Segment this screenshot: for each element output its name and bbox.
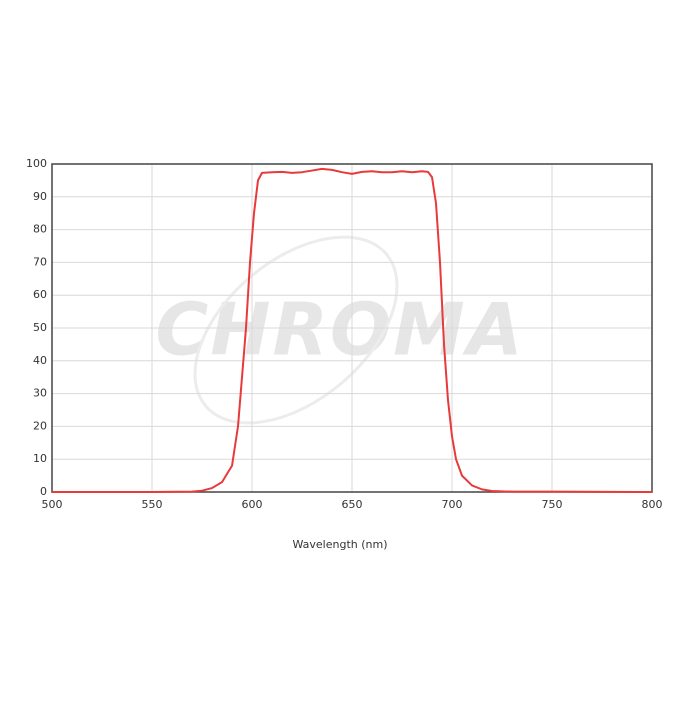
y-tick-label: 30 — [33, 387, 47, 400]
watermark: CHROMA — [155, 288, 524, 372]
x-axis-label: Wavelength (nm) — [292, 538, 387, 551]
x-tick-label: 650 — [342, 498, 363, 511]
x-tick-label: 500 — [42, 498, 63, 511]
y-tick-label: 50 — [33, 321, 47, 334]
y-tick-label: 20 — [33, 419, 47, 432]
y-tick-label: 40 — [33, 354, 47, 367]
x-tick-label: 750 — [542, 498, 563, 511]
y-tick-label: 70 — [33, 255, 47, 268]
x-tick-label: 600 — [242, 498, 263, 511]
data-line — [52, 167, 653, 493]
watermark-swoosh — [193, 235, 399, 425]
plot-frame — [51, 163, 653, 493]
y-tick-label: 0 — [40, 485, 47, 498]
x-tick-label: 800 — [642, 498, 663, 511]
y-tick-label: 90 — [33, 190, 47, 203]
x-tick-label: 550 — [142, 498, 163, 511]
y-tick-label: 100 — [26, 157, 47, 170]
y-tick-label: 10 — [33, 452, 47, 465]
x-tick-label: 700 — [442, 498, 463, 511]
y-tick-label: 60 — [33, 288, 47, 301]
y-tick-label: 80 — [33, 223, 47, 236]
